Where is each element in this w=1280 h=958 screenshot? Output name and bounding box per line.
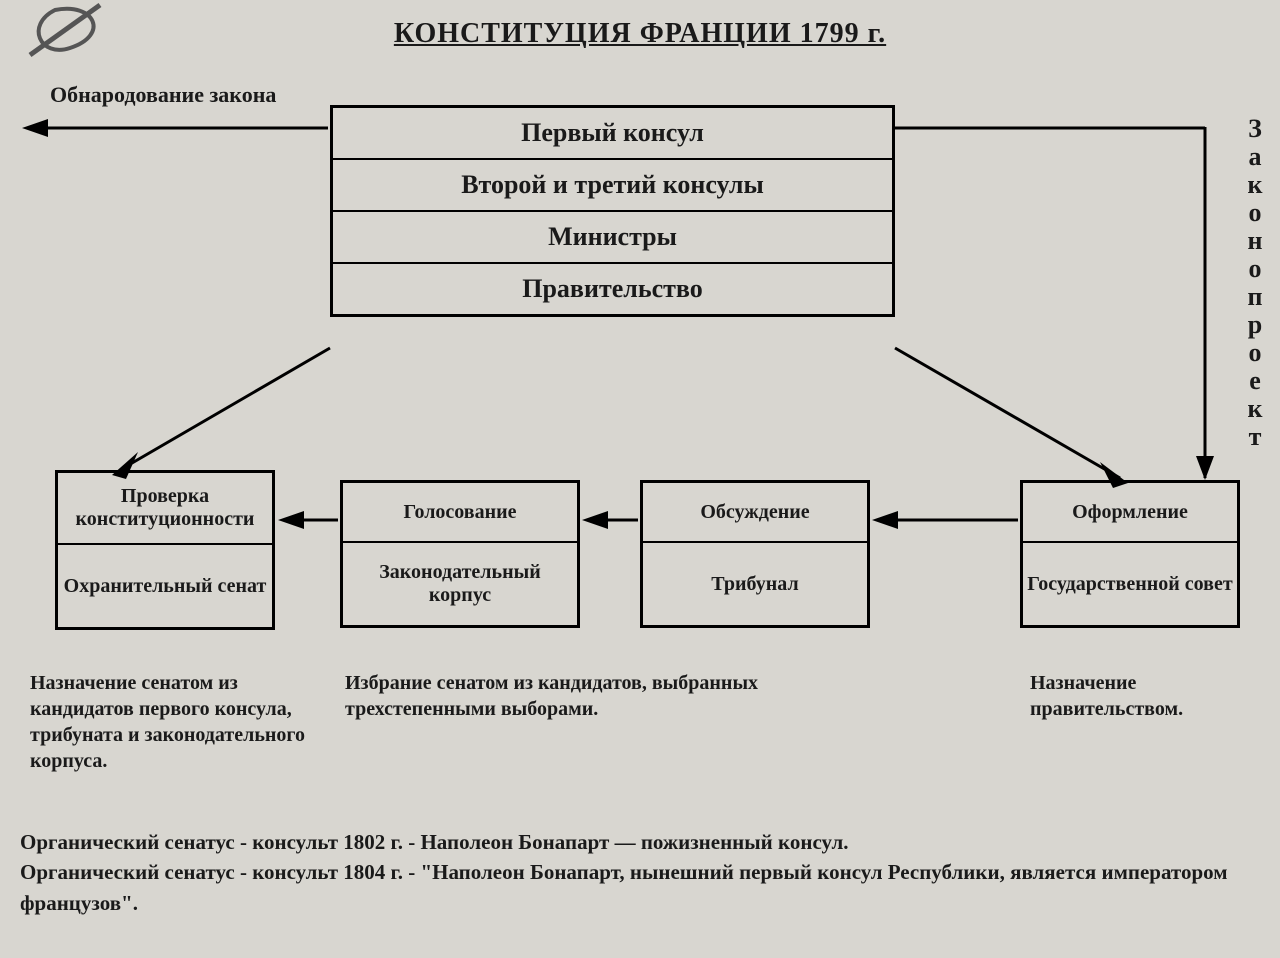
corps-bottom: Законодательный корпус bbox=[343, 543, 577, 625]
caption-government: Назначение правительством. bbox=[1030, 670, 1250, 722]
other-consuls-row: Второй и третий консулы bbox=[333, 160, 892, 212]
government-row: Правительство bbox=[333, 264, 892, 314]
corps-top: Голосование bbox=[343, 483, 577, 543]
footer-text: Органический сенатус - консульт 1802 г. … bbox=[20, 827, 1260, 918]
council-bottom: Государственной совет bbox=[1023, 543, 1237, 625]
page-title: КОНСТИТУЦИЯ ФРАНЦИИ 1799 г. bbox=[0, 0, 1280, 50]
ministers-row: Министры bbox=[333, 212, 892, 264]
first-consul-row: Первый консул bbox=[333, 108, 892, 160]
vertical-label: Законопроект bbox=[1242, 115, 1268, 451]
tribunal-box: Обсуждение Трибунал bbox=[640, 480, 870, 628]
caption-senate: Назначение сенатом из кандидатов первого… bbox=[30, 670, 330, 774]
caption-election: Избрание сенатом из кандидатов, выбранны… bbox=[345, 670, 905, 722]
senate-box: Проверка конституционности Охранительный… bbox=[55, 470, 275, 630]
council-top: Оформление bbox=[1023, 483, 1237, 543]
senate-bottom: Охранительный сенат bbox=[58, 545, 272, 627]
publication-label: Обнародование закона bbox=[50, 82, 276, 108]
council-box: Оформление Государственной совет bbox=[1020, 480, 1240, 628]
tribunal-bottom: Трибунал bbox=[643, 543, 867, 625]
executive-block: Первый консул Второй и третий консулы Ми… bbox=[330, 105, 895, 317]
corps-box: Голосование Законодательный корпус bbox=[340, 480, 580, 628]
senate-top: Проверка конституционности bbox=[58, 473, 272, 545]
tribunal-top: Обсуждение bbox=[643, 483, 867, 543]
